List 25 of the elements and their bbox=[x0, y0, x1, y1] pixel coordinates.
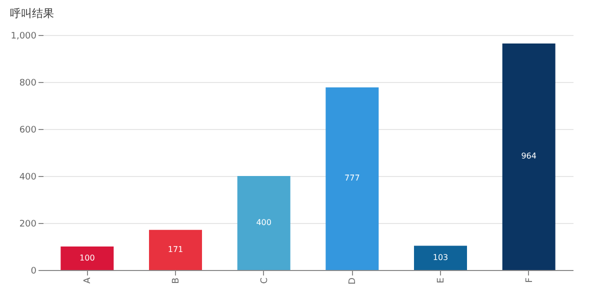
x-tick-label: A bbox=[83, 276, 94, 284]
bar bbox=[502, 43, 556, 270]
x-tick-label: B bbox=[172, 278, 182, 284]
y-tick-label: 800 bbox=[19, 78, 37, 88]
chart-title: 呼叫结果 bbox=[10, 7, 54, 20]
data-label: 400 bbox=[256, 218, 272, 227]
x-tick-label: F bbox=[524, 278, 535, 283]
y-tick-label: 1,000 bbox=[10, 32, 37, 42]
bar bbox=[60, 246, 114, 270]
x-tick-label: C bbox=[260, 278, 270, 284]
bar bbox=[414, 246, 467, 270]
y-tick-label: 0 bbox=[30, 266, 37, 276]
bar bbox=[237, 176, 290, 270]
data-label: 964 bbox=[521, 152, 536, 161]
data-label: 103 bbox=[432, 252, 448, 262]
x-tick-label: E bbox=[436, 277, 446, 284]
bar bbox=[326, 87, 379, 270]
bar bbox=[149, 230, 202, 270]
y-tick-label: 400 bbox=[19, 172, 37, 182]
x-tick-label: D bbox=[348, 277, 358, 284]
y-tick-label: 200 bbox=[19, 220, 37, 230]
data-label: 100 bbox=[80, 253, 95, 262]
data-label: 171 bbox=[168, 244, 184, 254]
data-label: 777 bbox=[344, 174, 360, 183]
y-tick-label: 600 bbox=[19, 126, 37, 136]
